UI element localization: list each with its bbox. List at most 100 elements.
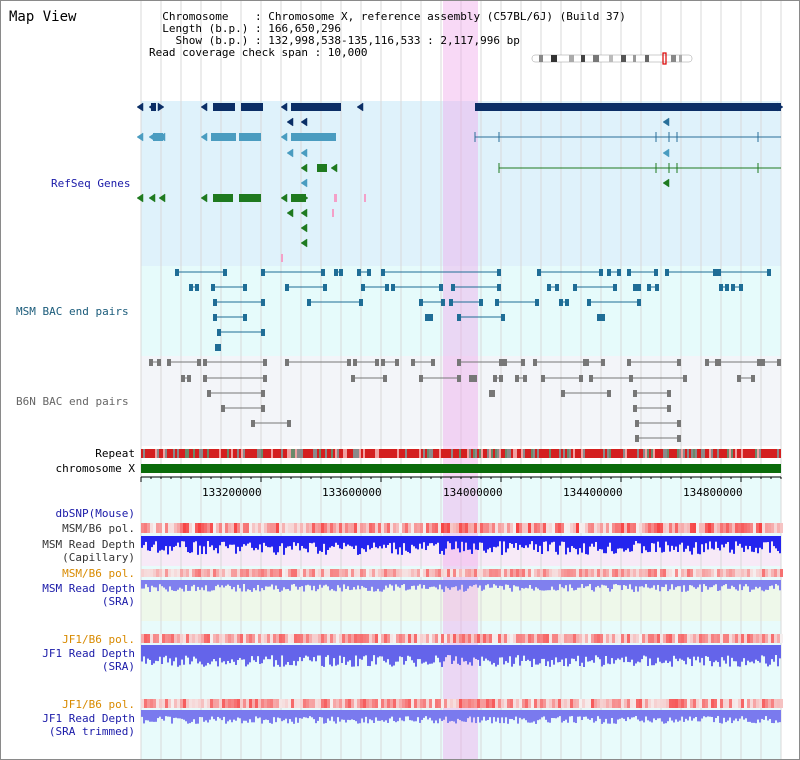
msm-capillary-depth-bar <box>173 536 175 547</box>
msm-sra-depth-bar <box>399 580 401 588</box>
polymorphism-cell <box>363 523 366 533</box>
jf1-trimmed-depth-bar <box>557 710 559 718</box>
msm-capillary-depth-bar <box>627 536 629 549</box>
polymorphism-cell <box>465 523 468 533</box>
jf1-trimmed-depth-bar <box>229 710 231 720</box>
msm-sra-depth-bar <box>701 580 703 592</box>
msm-sra-depth-bar <box>627 580 629 589</box>
polymorphism-cell <box>543 699 546 708</box>
msm-capillary-depth-bar <box>463 536 465 552</box>
repeat-bar <box>479 449 481 458</box>
polymorphism-cell <box>438 634 441 643</box>
jf1-sra-depth-bar <box>707 645 709 657</box>
repeat-bar <box>471 449 473 458</box>
msm-capillary-depth-bar <box>405 536 407 551</box>
polymorphism-cell <box>300 569 303 577</box>
jf1-sra-depth-bar <box>693 645 695 657</box>
repeat-bar <box>757 449 759 458</box>
msm-sra-depth-bar <box>275 580 277 586</box>
repeat-bar <box>611 449 613 458</box>
jf1-sra-depth-bar <box>627 645 629 662</box>
msm-capillary-depth-bar <box>633 536 635 545</box>
repeat-bar <box>551 449 553 458</box>
jf1-sra-depth-bar <box>171 645 173 666</box>
msm-capillary-depth-bar <box>559 536 561 546</box>
polymorphism-cell <box>669 634 672 643</box>
polymorphism-cell <box>738 569 741 577</box>
jf1-sra-depth-bar <box>481 645 483 657</box>
polymorphism-cell <box>441 634 444 643</box>
b6n-bac-pair-end <box>737 375 741 382</box>
polymorphism-cell <box>141 634 144 643</box>
jf1-sra-depth-bar <box>205 645 207 666</box>
repeat-bar <box>537 449 539 458</box>
polymorphism-cell <box>531 569 534 577</box>
jf1-sra-depth-bar <box>349 645 351 661</box>
msm-capillary-depth-bar <box>377 536 379 549</box>
msm-capillary-depth-bar <box>517 536 519 550</box>
jf1-trimmed-depth-bar <box>203 710 205 722</box>
jf1-sra-depth-bar <box>483 645 485 661</box>
polymorphism-cell <box>705 523 708 533</box>
label-b6n-bac-end-pairs[interactable]: B6N BAC end pairs <box>16 395 129 408</box>
jf1-trimmed-depth-bar <box>165 710 167 717</box>
axis-tick-label: 133600000 <box>322 486 382 499</box>
repeat-bar <box>659 449 661 458</box>
msm-capillary-depth-bar <box>169 536 171 547</box>
chromosome-ideogram[interactable] <box>529 52 699 66</box>
refseq-gene <box>301 193 309 203</box>
msm-sra-depth-bar <box>709 580 711 588</box>
msm-sra-depth-bar <box>733 580 735 588</box>
msm-sra-depth-bar <box>345 580 347 589</box>
jf1-trimmed-depth-bar <box>639 710 641 722</box>
refseq-gene <box>158 193 166 203</box>
jf1-trimmed-depth-bar <box>177 710 179 719</box>
jf1-sra-depth-bar <box>443 645 445 662</box>
repeat-bar <box>145 449 147 458</box>
repeat-bar <box>361 449 363 458</box>
polymorphism-cell <box>468 634 471 643</box>
polymorphism-cell <box>339 634 342 643</box>
jf1-sra-depth-bar <box>319 645 321 656</box>
jf1-trimmed-depth-bar <box>303 710 305 718</box>
msm-sra-depth-bar <box>331 580 333 590</box>
jf1-sra-depth-bar <box>653 645 655 666</box>
label-msm-bac-end-pairs[interactable]: MSM BAC end pairs <box>16 305 129 318</box>
msm-capillary-depth-bar <box>373 536 375 543</box>
polymorphism-cell <box>288 569 291 577</box>
msm-sra-depth-bar <box>225 580 227 586</box>
jf1-sra-depth-bar <box>497 645 499 665</box>
repeat-bar <box>395 449 397 458</box>
jf1-sra-depth-bar <box>233 645 235 662</box>
repeat-bar <box>485 449 487 458</box>
polymorphism-cell <box>159 569 162 577</box>
polymorphism-cell <box>702 699 705 708</box>
polymorphism-cell <box>759 523 762 533</box>
jf1-trimmed-depth-bar <box>651 710 653 723</box>
label-refseq-genes[interactable]: RefSeq Genes <box>51 177 131 190</box>
repeat-bar <box>615 449 617 458</box>
repeat-bar <box>337 449 339 458</box>
repeat-bar <box>623 449 625 458</box>
polymorphism-cell <box>699 523 702 533</box>
polymorphism-cell <box>744 523 747 533</box>
polymorphism-cell <box>261 569 264 577</box>
jf1-trimmed-depth-bar <box>589 710 591 720</box>
jf1-trimmed-depth-bar <box>449 710 451 722</box>
repeat-bar <box>341 449 343 458</box>
polymorphism-cell <box>534 569 537 577</box>
repeat-bar <box>193 449 195 458</box>
b6n-bac-pair-end <box>263 359 267 366</box>
jf1-sra-depth-bar <box>705 645 707 657</box>
jf1-sra-depth-bar <box>587 645 589 662</box>
polymorphism-cell <box>147 523 150 533</box>
msm-capillary-depth-bar <box>569 536 571 553</box>
msm-capillary-depth-bar <box>541 536 543 554</box>
label-dbsnp[interactable]: dbSNP(Mouse) <box>55 507 135 520</box>
jf1-trimmed-depth-bar <box>641 710 643 721</box>
refseq-gene <box>200 102 208 112</box>
msm-sra-depth-bar <box>449 580 451 590</box>
b6n-bac-pair-end <box>473 375 477 382</box>
msm-capillary-depth-bar <box>555 536 557 552</box>
